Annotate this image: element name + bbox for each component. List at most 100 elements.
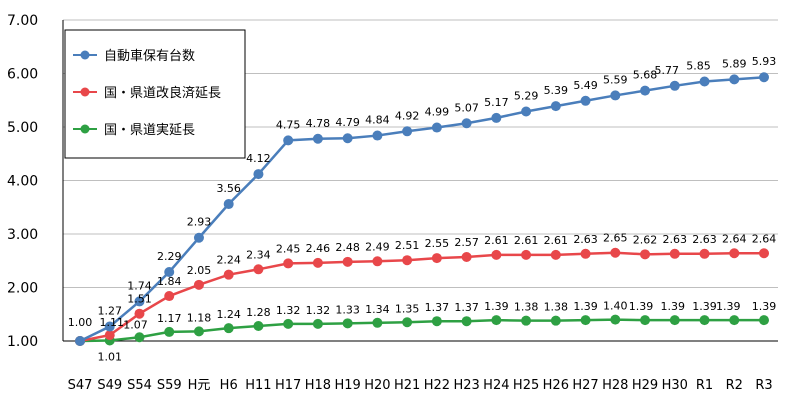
data-label: 5.85 <box>686 60 711 73</box>
data-point <box>669 80 680 91</box>
data-label: 5.59 <box>603 73 628 86</box>
data-point <box>193 232 204 243</box>
x-tick-label: H23 <box>453 378 479 393</box>
data-label: 1.37 <box>425 301 450 314</box>
data-point <box>550 315 561 326</box>
data-point <box>699 248 710 259</box>
data-label: 1.39 <box>629 300 654 313</box>
data-point <box>521 315 532 326</box>
data-point <box>521 249 532 260</box>
data-point <box>550 101 561 112</box>
data-label: 1.39 <box>573 300 598 313</box>
data-point <box>610 247 621 258</box>
data-label: 5.17 <box>484 96 509 109</box>
data-point <box>75 336 85 346</box>
data-point <box>402 126 413 137</box>
data-label: 1.07 <box>123 318 148 331</box>
data-point <box>699 76 710 87</box>
data-label: 1.18 <box>187 311 212 324</box>
data-label: 4.99 <box>425 106 450 119</box>
data-label: 2.34 <box>246 248 271 261</box>
data-point <box>193 279 204 290</box>
series-0 <box>75 72 769 346</box>
data-label: 2.61 <box>484 234 509 247</box>
x-tick-label: H20 <box>364 378 390 393</box>
data-point <box>729 248 740 259</box>
y-tick-label: 1.00 <box>7 334 38 350</box>
data-point <box>283 135 294 146</box>
data-point <box>610 90 621 101</box>
data-label: 4.78 <box>306 117 331 130</box>
data-label: 1.01 <box>97 350 122 363</box>
series-line-2 <box>79 318 764 343</box>
data-point <box>223 199 234 210</box>
data-point <box>312 133 323 144</box>
data-point <box>134 308 145 319</box>
data-label: 3.56 <box>216 182 241 195</box>
data-label: 5.07 <box>454 101 479 114</box>
data-label: 2.05 <box>187 264 212 277</box>
data-point <box>164 291 175 302</box>
data-label: 5.77 <box>655 64 680 77</box>
data-point <box>223 323 234 334</box>
data-label: 1.39 <box>752 300 777 313</box>
data-point <box>342 318 353 329</box>
y-tick-label: 2.00 <box>7 281 38 297</box>
legend-label-2: 国・県道実延長 <box>104 122 195 138</box>
data-point <box>253 169 264 180</box>
y-tick-label: 5.00 <box>7 120 38 136</box>
data-label: 1.74 <box>127 279 152 292</box>
data-label: 5.93 <box>752 55 777 68</box>
data-label: 1.51 <box>127 293 152 306</box>
data-label: 5.39 <box>544 84 569 97</box>
x-tick-label: H19 <box>334 378 360 393</box>
data-point <box>134 332 145 343</box>
data-point <box>164 266 175 277</box>
data-point <box>461 316 472 327</box>
x-tick-label: H17 <box>275 378 301 393</box>
data-label: 2.64 <box>752 232 777 245</box>
data-label: 4.92 <box>395 109 420 122</box>
data-point <box>461 252 472 263</box>
data-label: 2.63 <box>663 233 688 246</box>
data-label: 1.39 <box>484 300 509 313</box>
data-point <box>759 248 769 259</box>
x-tick-label: H22 <box>424 378 450 393</box>
data-point <box>431 316 442 327</box>
data-point <box>759 72 769 83</box>
data-label: 2.55 <box>425 237 450 250</box>
data-point <box>223 269 234 280</box>
data-point <box>580 95 591 106</box>
data-point <box>104 321 115 332</box>
data-label: 2.51 <box>395 239 420 252</box>
x-tick-label: S47 <box>68 378 93 393</box>
data-point <box>640 85 651 96</box>
data-label: 5.49 <box>573 79 598 92</box>
legend-entry-0: 自動車保有台数 <box>73 49 195 64</box>
y-tick-label: 3.00 <box>7 227 38 243</box>
data-point <box>640 249 651 260</box>
data-label: 4.84 <box>365 114 390 127</box>
data-point <box>610 314 621 325</box>
data-label: 1.38 <box>544 301 569 314</box>
x-tick-label: H29 <box>632 378 658 393</box>
data-point <box>521 106 532 117</box>
data-point <box>759 315 769 326</box>
data-label: 1.39 <box>661 300 686 313</box>
x-tick-label: S49 <box>97 378 122 393</box>
data-point <box>253 264 264 275</box>
x-tick-label: H26 <box>543 378 569 393</box>
data-point <box>312 257 323 268</box>
data-point <box>372 256 383 267</box>
y-tick-label: 6.00 <box>7 67 38 83</box>
data-label: 2.61 <box>514 234 539 247</box>
data-point <box>461 118 472 129</box>
data-label: 1.32 <box>276 304 301 317</box>
data-point <box>342 256 353 267</box>
legend-marker-0 <box>80 50 90 60</box>
data-point <box>193 326 204 337</box>
data-point <box>283 318 294 329</box>
x-tick-label: H6 <box>220 378 238 393</box>
data-label: 1.40 <box>603 300 628 313</box>
